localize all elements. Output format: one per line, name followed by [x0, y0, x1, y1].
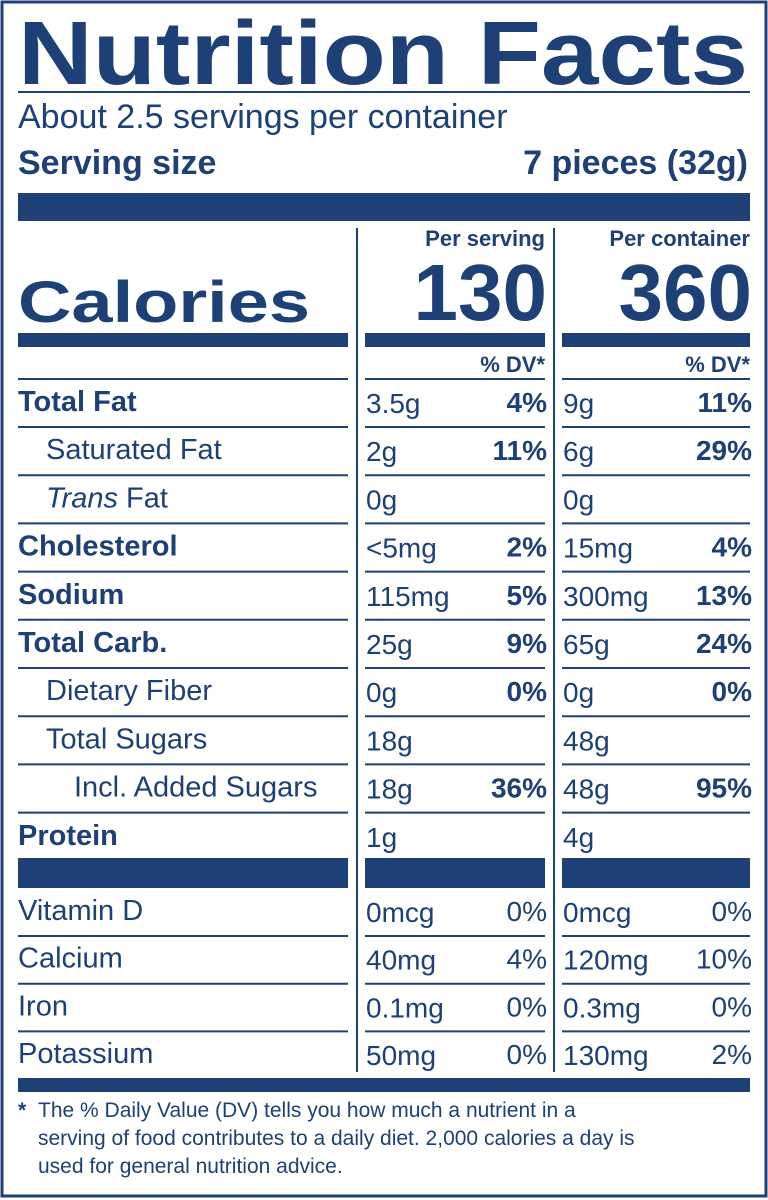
- column-heading: Per serving: [425, 226, 545, 251]
- serving-size-label: Serving size: [18, 144, 216, 182]
- daily-value: 4%: [507, 944, 547, 975]
- footnote-line: The % Daily Value (DV) tells you how muc…: [38, 1099, 576, 1122]
- daily-value: 0%: [507, 896, 547, 927]
- nutrient-name: Potassium: [18, 1038, 153, 1070]
- amount: 0g: [366, 677, 397, 708]
- column-heading: Per container: [609, 226, 750, 251]
- amount: 2g: [366, 436, 397, 467]
- calories-value: 130: [414, 248, 547, 337]
- nutrient-name: Total Carb.: [18, 627, 167, 659]
- daily-value: 29%: [696, 435, 752, 466]
- daily-value: 4%: [507, 387, 548, 418]
- footnote-line: serving of food contributes to a daily d…: [38, 1127, 635, 1150]
- daily-value: 4%: [712, 532, 753, 563]
- amount: 9g: [563, 388, 594, 419]
- nutrient-name-rest: Fat: [126, 482, 168, 514]
- daily-value: 5%: [507, 580, 548, 611]
- amount: 0mcg: [366, 897, 434, 928]
- nutrient-name: Sodium: [18, 579, 124, 611]
- amount: 0.1mg: [366, 992, 444, 1023]
- nutrient-name: Dietary Fiber: [46, 675, 212, 707]
- amount: 4g: [563, 822, 594, 853]
- daily-value: 0%: [507, 676, 548, 707]
- nutrient-name: Protein: [18, 820, 118, 852]
- daily-value: 9%: [507, 628, 548, 659]
- daily-value: 0%: [507, 991, 547, 1022]
- amount: 0g: [563, 484, 594, 515]
- daily-value: 0%: [712, 676, 753, 707]
- amount: 6g: [563, 436, 594, 467]
- daily-value: 0%: [507, 1039, 547, 1070]
- amount: 0g: [563, 677, 594, 708]
- dv-heading: % DV*: [685, 352, 750, 377]
- amount: 0mcg: [563, 897, 631, 928]
- amount: 65g: [563, 629, 610, 660]
- footnote-line: used for general nutrition advice.: [38, 1155, 343, 1178]
- nutrient-name: Vitamin D: [18, 895, 143, 927]
- amount: 1g: [366, 822, 397, 853]
- nutrient-name: Iron: [18, 990, 68, 1022]
- thick-bar: [18, 1078, 750, 1092]
- daily-value: 10%: [696, 944, 752, 975]
- thick-bar: [18, 193, 750, 221]
- title: Nutrition Facts: [18, 4, 748, 104]
- nutrient-name: Total Sugars: [46, 723, 207, 755]
- amount: 48g: [563, 725, 610, 756]
- amount: 130mg: [563, 1040, 649, 1071]
- amount: 300mg: [563, 581, 649, 612]
- daily-value: 0%: [712, 991, 752, 1022]
- amount: 0.3mg: [563, 992, 641, 1023]
- daily-value: 11%: [698, 387, 753, 418]
- calories-label: Calories: [18, 270, 310, 335]
- daily-value: 2%: [507, 532, 548, 563]
- daily-value: 11%: [493, 435, 548, 466]
- amount: 18g: [366, 725, 413, 756]
- thick-bar: [18, 333, 348, 347]
- amount: 115mg: [366, 581, 450, 612]
- amount: 40mg: [366, 945, 436, 976]
- calories-value: 360: [619, 248, 752, 337]
- nutrient-name: Trans Fat: [46, 482, 168, 514]
- thick-bar: [562, 858, 750, 888]
- nutrient-name-italic: Trans: [46, 482, 118, 514]
- amount: 50mg: [366, 1040, 436, 1071]
- thick-bar: [18, 858, 348, 888]
- amount: 3.5g: [366, 388, 421, 419]
- daily-value: 13%: [696, 580, 752, 611]
- amount: 48g: [563, 774, 610, 805]
- amount: 120mg: [563, 945, 649, 976]
- servings: About 2.5 servings per container: [18, 98, 508, 136]
- amount: 0g: [366, 484, 397, 515]
- daily-value: 95%: [696, 773, 752, 804]
- amount: 18g: [366, 774, 413, 805]
- daily-value: 2%: [712, 1039, 752, 1070]
- serving-size-value: 7 pieces (32g): [523, 144, 748, 182]
- amount: 15mg: [563, 533, 633, 564]
- nutrient-name: Total Fat: [18, 386, 137, 418]
- nutrient-name: Cholesterol: [18, 531, 178, 563]
- thick-bar: [365, 858, 545, 888]
- thick-bar: [365, 333, 545, 347]
- daily-value: 0%: [712, 896, 752, 927]
- dv-heading: % DV*: [480, 352, 545, 377]
- amount: 25g: [366, 629, 413, 660]
- nutrient-name: Calcium: [18, 943, 123, 975]
- footnote-marker: *: [18, 1099, 27, 1122]
- daily-value: 24%: [696, 628, 752, 659]
- nutrient-name: Incl. Added Sugars: [74, 772, 317, 804]
- nutrient-name: Saturated Fat: [46, 434, 222, 466]
- thick-bar: [562, 333, 750, 347]
- daily-value: 36%: [491, 773, 547, 804]
- amount: <5mg: [366, 533, 437, 564]
